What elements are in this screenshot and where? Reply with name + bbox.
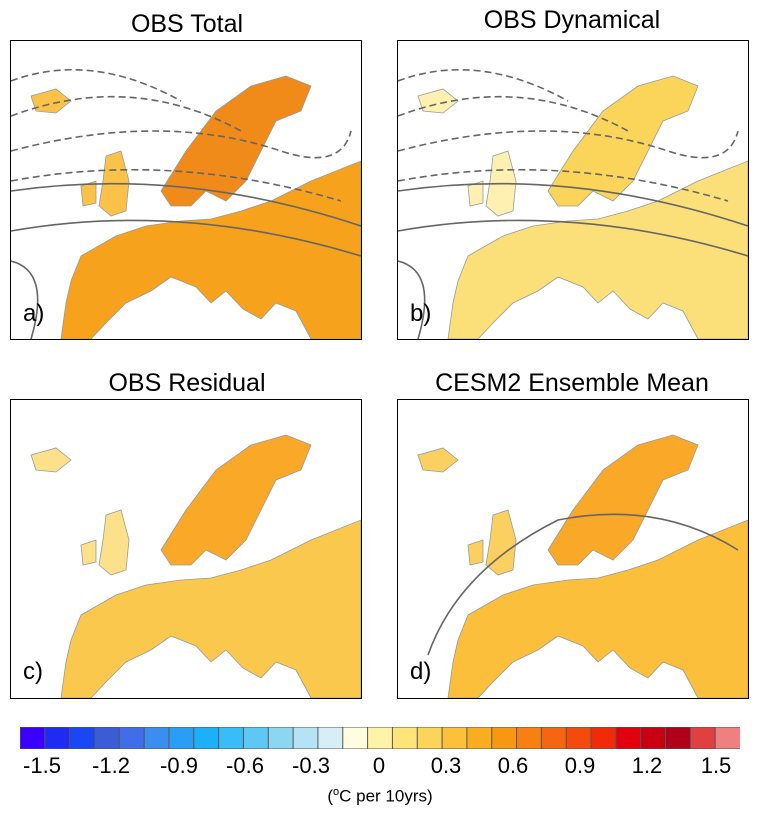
map-c-svg (30, 434, 361, 698)
contour-line (398, 182, 748, 227)
colorbar-swatch (193, 727, 220, 749)
colorbar-swatch (342, 727, 369, 749)
colorbar-tick-label: -1.2 (92, 753, 130, 778)
map-panel-a (10, 40, 362, 340)
panel-title-b: OBS Dynamical (483, 6, 661, 34)
land-region (80, 180, 97, 207)
colorbar-swatch (317, 727, 344, 749)
colorbar-swatch (665, 727, 692, 749)
colorbar-swatch (466, 727, 493, 749)
colorbar-swatch (441, 727, 468, 749)
colorbar-tick-label: -0.3 (292, 753, 330, 778)
colorbar-tick-label: 0.3 (430, 753, 462, 778)
colorbar-swatch (69, 727, 96, 749)
land-region (467, 539, 484, 566)
panel-title-a: OBS Total (130, 10, 244, 38)
land-region (80, 539, 97, 566)
colorbar-swatch (615, 727, 642, 749)
colorbar-swatch (168, 727, 195, 749)
contour-line (398, 219, 748, 257)
colorbar-swatch (565, 727, 593, 749)
contour-line (11, 168, 342, 202)
colorbar-swatch (93, 727, 121, 749)
colorbar (20, 727, 740, 749)
colorbar-swatch (118, 727, 146, 749)
colorbar-swatch (143, 727, 170, 749)
contour-line (398, 260, 426, 339)
land-region (30, 447, 72, 473)
contour-line (11, 68, 182, 102)
land-region (160, 434, 312, 566)
colorbar-swatch (367, 727, 394, 749)
panel-title-c: OBS Residual (108, 369, 266, 397)
colorbar-tick-label: -0.6 (226, 753, 264, 778)
panel-title-d: CESM2 Ensemble Mean (435, 369, 709, 397)
panel-letter-c: c) (23, 658, 43, 685)
map-b-svg (398, 68, 748, 339)
colorbar-swatch (20, 727, 46, 749)
colorbar-tick-label: 0.9 (564, 753, 596, 778)
colorbar-swatch (267, 727, 295, 749)
panel-letter-a: a) (23, 300, 45, 327)
colorbar-swatch (491, 727, 518, 749)
land-region (447, 160, 748, 339)
land-region (98, 509, 130, 576)
panel-letter-b: b) (410, 300, 432, 327)
colorbar-swatch (242, 727, 270, 749)
colorbar-tick-label: 1.2 (631, 753, 663, 778)
map-d-svg (417, 434, 748, 698)
contour-line (427, 513, 739, 656)
colorbar-tick-label: 1.5 (700, 753, 732, 778)
land-region (60, 519, 361, 698)
colorbar-swatch (540, 727, 568, 749)
colorbar-units: (oC per 10yrs) (327, 786, 433, 806)
land-region (417, 447, 459, 473)
land-region (467, 180, 484, 207)
map-panel-c (10, 399, 362, 699)
land-region (447, 519, 748, 698)
contour-line (398, 168, 729, 202)
colorbar-swatch (516, 727, 543, 749)
colorbar-tick-label: 0.6 (497, 753, 529, 778)
contour-line (11, 260, 39, 339)
colorbar-swatch (44, 727, 71, 749)
map-panel-d (397, 399, 749, 699)
land-region (60, 160, 361, 339)
colorbar-swatch (416, 727, 444, 749)
contour-line (11, 182, 361, 227)
land-region (547, 434, 699, 566)
colorbar-swatch (218, 727, 245, 749)
colorbar-swatch (590, 727, 617, 749)
colorbar-swatch (391, 727, 419, 749)
contour-line (11, 219, 361, 257)
colorbar-tick-label: -1.5 (23, 753, 61, 778)
contour-line (398, 68, 569, 102)
colorbar-tick-label: -0.9 (160, 753, 198, 778)
colorbar-swatch (292, 727, 319, 749)
colorbar-swatch (640, 727, 667, 749)
map-a-svg (11, 68, 361, 339)
land-region (485, 509, 517, 576)
contour-line (398, 130, 739, 159)
contour-line (11, 130, 352, 159)
map-panel-b (397, 40, 749, 340)
panel-letter-d: d) (410, 658, 432, 685)
colorbar-swatch (689, 727, 717, 749)
colorbar-swatch (714, 727, 740, 749)
colorbar-tick-label: 0 (372, 753, 386, 778)
